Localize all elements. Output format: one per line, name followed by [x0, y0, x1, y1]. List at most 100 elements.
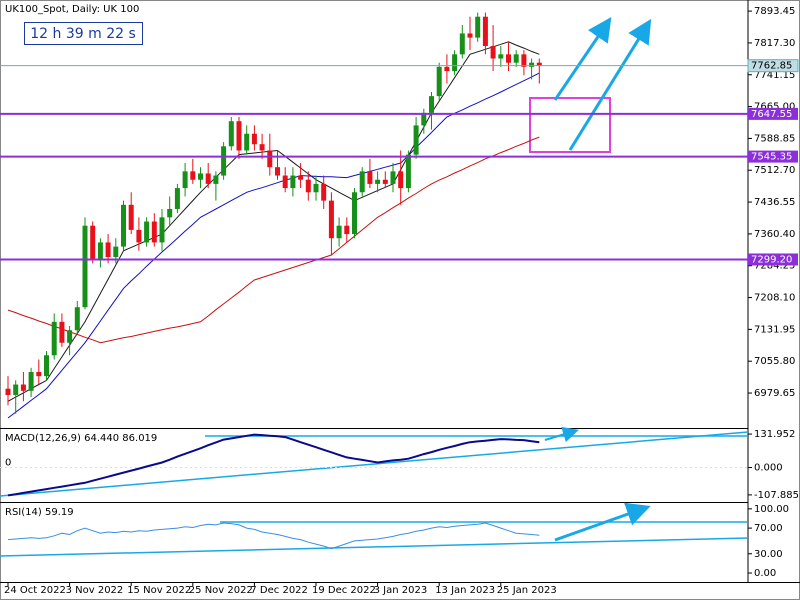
- trendline: [0, 431, 749, 497]
- candle-body: [452, 54, 458, 72]
- candle-body: [313, 183, 319, 193]
- candle-body: [105, 242, 111, 258]
- candle-body: [359, 171, 365, 193]
- candle-body: [67, 330, 73, 343]
- y-tick-label: 7512.70: [754, 165, 795, 176]
- candle-body: [390, 171, 396, 184]
- candle-body: [298, 175, 304, 180]
- y-tick-label: 30.00: [754, 549, 783, 560]
- candle-body: [205, 173, 211, 184]
- arrow: [568, 18, 652, 151]
- candle-body: [382, 179, 388, 184]
- y-tick-label: 7893.45: [754, 6, 795, 17]
- y-tick-label: 6979.65: [754, 388, 795, 399]
- candle-body: [328, 200, 334, 239]
- level-label: 7299.20: [751, 254, 792, 265]
- moving-average: [7, 41, 540, 402]
- moving-average: [7, 72, 540, 419]
- candle-body: [529, 62, 535, 67]
- timer-box: [24, 22, 143, 45]
- price-label-box: [747, 59, 799, 73]
- zone-rectangle: [529, 97, 611, 153]
- candle-body: [5, 388, 11, 395]
- y-tick-label: 0.000: [754, 463, 783, 474]
- y-tick-label: 7588.85: [754, 133, 795, 144]
- candle-body: [20, 384, 26, 391]
- candle-body: [536, 62, 542, 66]
- x-tick-label: 15 Nov 2022: [127, 585, 191, 596]
- y-tick-label: 7817.30: [754, 38, 795, 49]
- candle-body: [305, 179, 311, 193]
- candle-body: [405, 154, 411, 189]
- x-tick-label: 13 Jan 2023: [435, 585, 495, 596]
- candle-body: [121, 204, 126, 247]
- candle-body: [413, 125, 419, 155]
- candle-body: [167, 208, 173, 218]
- candle-body: [375, 179, 381, 184]
- x-tick-label: 3 Nov 2022: [66, 585, 124, 596]
- candle-body: [59, 321, 65, 343]
- candle-body: [352, 192, 357, 235]
- candle-body: [290, 175, 296, 189]
- macd-title: MACD(12,26,9) 64.440 86.019: [5, 433, 157, 444]
- price-label: 7762.85: [751, 61, 792, 72]
- level-label-box: [748, 107, 798, 120]
- arrow: [554, 502, 651, 542]
- candle-body: [182, 171, 188, 189]
- candle-body: [444, 66, 450, 72]
- x-tick-label: 3 Jan 2023: [374, 585, 428, 596]
- trendline: [0, 537, 749, 557]
- candle-body: [128, 204, 134, 230]
- y-tick-label: 7436.55: [754, 197, 795, 208]
- candle-body: [51, 321, 57, 356]
- level-label: 0: [5, 458, 11, 469]
- x-tick-label: 24 Oct 2022: [4, 585, 66, 596]
- chart-title: UK100_Spot, Daily: UK 100: [5, 4, 139, 15]
- level-label-box: [748, 150, 798, 163]
- candle-body: [513, 54, 519, 63]
- level-label: 7647.55: [751, 109, 792, 120]
- candle-body: [482, 16, 488, 46]
- candle-body: [498, 54, 504, 59]
- y-tick-label: 7665.00: [754, 102, 795, 113]
- y-tick-label: 7131.95: [754, 324, 795, 335]
- candle-body: [136, 229, 142, 243]
- rsi-title: RSI(14) 59.19: [5, 507, 74, 518]
- candle-body: [28, 371, 34, 391]
- candle-body: [221, 146, 227, 176]
- y-tick-label: 100.00: [754, 504, 789, 515]
- candle-body: [251, 133, 257, 145]
- timer: 12 h 39 m 22 s: [30, 26, 136, 42]
- x-tick-label: 25 Nov 2022: [189, 585, 253, 596]
- candle-body: [467, 33, 473, 38]
- candle-body: [490, 45, 496, 59]
- macd-line: [7, 433, 540, 497]
- y-tick-label: 7741.15: [754, 70, 795, 81]
- candle-body: [144, 221, 150, 243]
- candle-body: [429, 96, 434, 113]
- candle-body: [90, 225, 96, 260]
- x-tick-label: 7 Dec 2022: [250, 585, 308, 596]
- y-tick-label: 7208.10: [754, 293, 795, 304]
- rsi-line: [7, 522, 540, 550]
- x-tick-label: 19 Dec 2022: [312, 585, 376, 596]
- y-tick-label: 70.00: [754, 523, 783, 534]
- candle-body: [213, 175, 219, 184]
- level-label-box: [748, 253, 798, 266]
- candle-body: [113, 246, 119, 258]
- y-tick-label: 7284.25: [754, 261, 795, 272]
- candle-body: [97, 242, 103, 260]
- y-tick-label: 0.00: [754, 568, 776, 579]
- y-tick-label: 7055.80: [754, 356, 795, 367]
- candle-body: [36, 371, 42, 377]
- candle-body: [44, 355, 49, 377]
- candle-body: [421, 112, 427, 126]
- candle-body: [321, 183, 327, 201]
- y-tick-label: 131.952: [754, 429, 795, 440]
- candle-body: [459, 33, 465, 55]
- moving-average: [7, 136, 540, 344]
- candle-body: [475, 16, 481, 38]
